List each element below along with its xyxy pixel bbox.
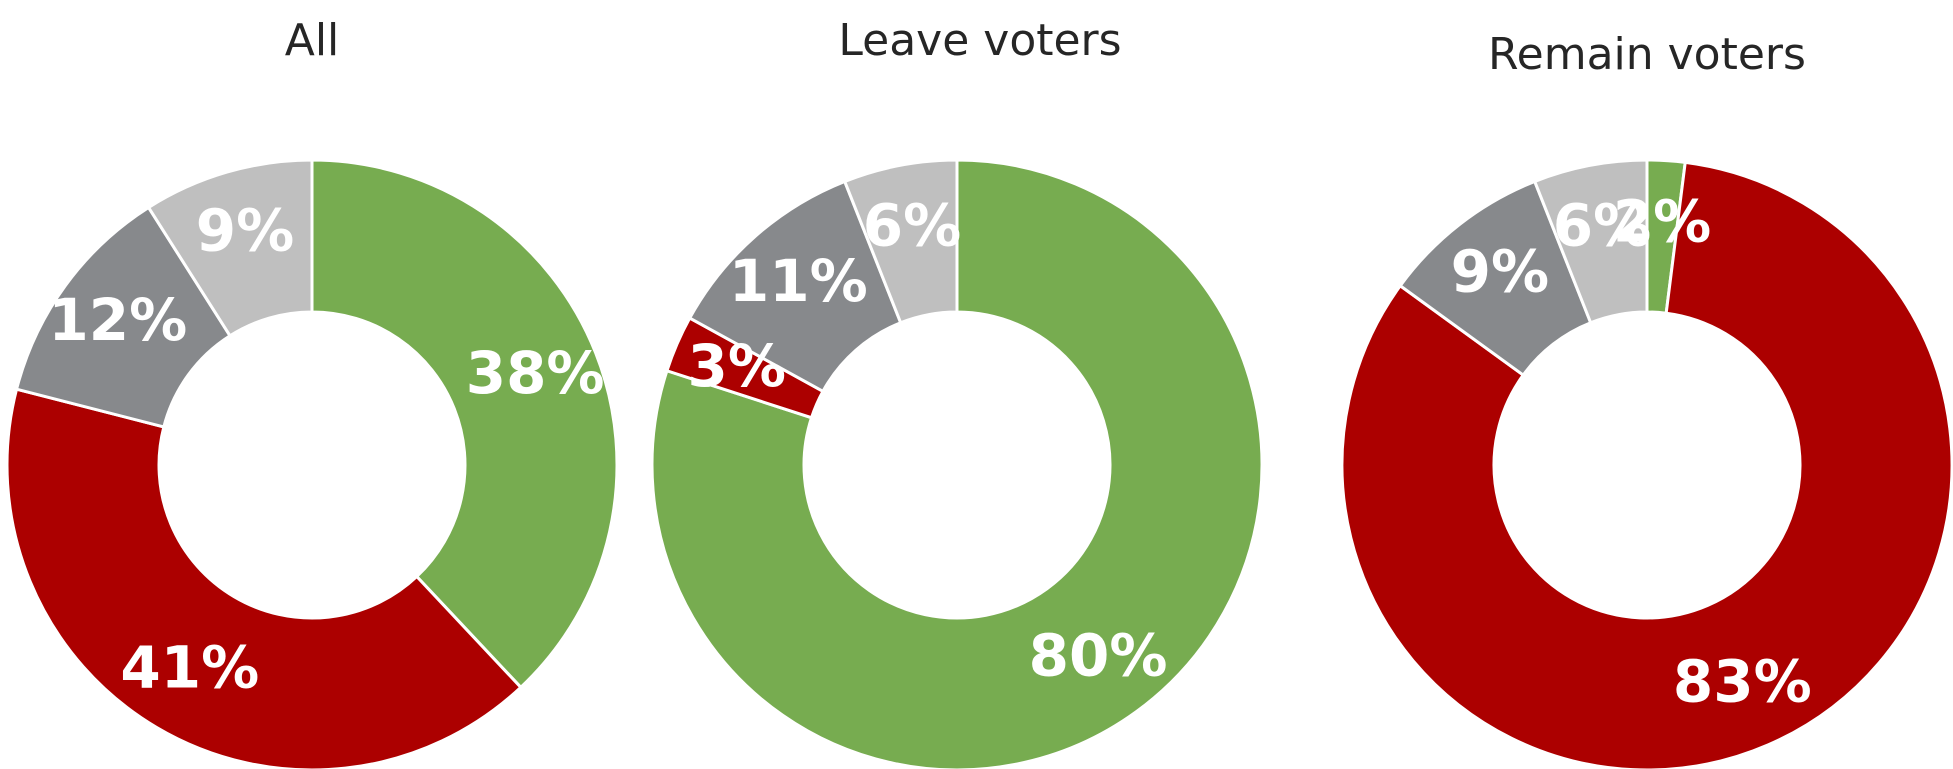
chart-title-all: All <box>285 15 340 66</box>
donut-all: All 38% 41% 12%9% <box>5 15 619 769</box>
data-label-all-1: 41% <box>120 634 259 702</box>
chart-title-leave-voters: Leave voters <box>838 15 1121 66</box>
slice-all-1 <box>5 387 523 769</box>
slice-leave-voters-0 <box>650 158 1264 769</box>
donut-leave-voters: Leave voters 80% 3% 11%6% <box>650 15 1264 769</box>
slice-all-0 <box>310 158 619 689</box>
data-label-leave-voters-0: 80% <box>1029 621 1168 689</box>
data-label-all-3: 9% <box>196 197 294 265</box>
data-label-leave-voters-3: 6% <box>863 191 961 259</box>
data-label-all-2: 12% <box>48 286 187 354</box>
slice-remain-voters-1 <box>1340 160 1953 769</box>
data-label-leave-voters-2: 11% <box>729 247 868 315</box>
data-label-remain-voters-2: 9% <box>1451 237 1549 305</box>
data-label-leave-voters-1: 3% <box>687 332 785 400</box>
data-label-all-0: 38% <box>466 339 605 407</box>
data-label-remain-voters-0: 2% <box>1613 188 1711 256</box>
slice-remain-voters-3 <box>1533 158 1649 325</box>
chart-title-remain-voters: Remain voters <box>1488 29 1806 80</box>
donut-remain-voters: Remain voters 2% 83% 9%6% <box>1340 29 1953 769</box>
data-label-remain-voters-1: 83% <box>1673 647 1812 715</box>
slice-all-3 <box>147 158 314 338</box>
data-label-remain-voters-3: 6% <box>1553 191 1651 259</box>
slice-leave-voters-3 <box>843 158 959 325</box>
